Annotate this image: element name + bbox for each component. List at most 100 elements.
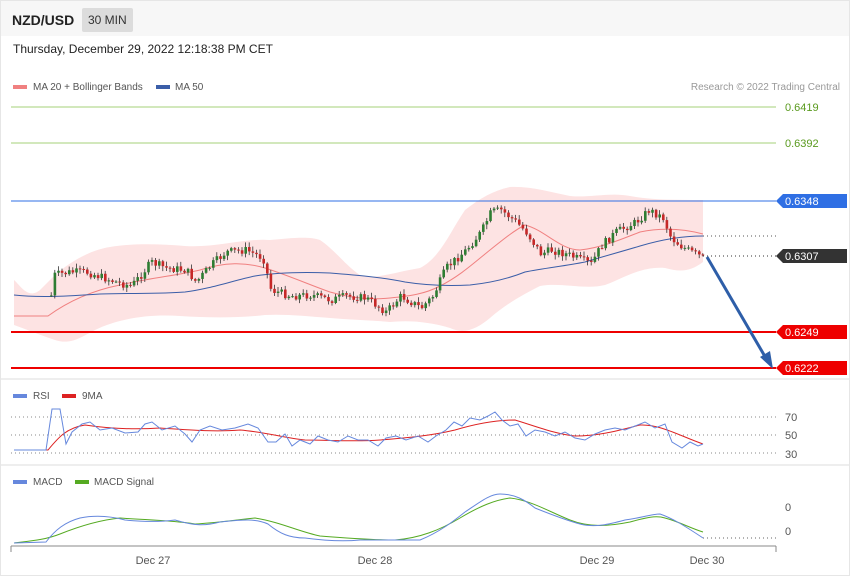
rsi-line — [14, 408, 704, 451]
candle-body — [294, 296, 298, 300]
candle-body — [626, 228, 629, 231]
candle-body — [467, 247, 471, 250]
candle-body — [698, 251, 701, 255]
macd-tick-lower: 0 — [785, 526, 791, 538]
candle-body — [420, 305, 424, 309]
candle-body — [572, 252, 575, 258]
candle-body — [586, 257, 589, 261]
copyright-text: Research © 2022 Trading Central — [691, 82, 840, 93]
candle-body — [471, 246, 474, 248]
candle-body — [57, 270, 60, 273]
candle-body — [172, 268, 175, 272]
candle-body — [662, 214, 665, 221]
candle-body — [190, 268, 193, 280]
candle-body — [215, 256, 219, 261]
symbol-title: NZD/USD — [12, 12, 75, 28]
candle-body — [363, 294, 366, 300]
rsi-panel: RSI 9MA 70 50 30 — [11, 391, 797, 461]
candle-body — [244, 247, 247, 254]
rsi-legend-swatch — [13, 394, 27, 398]
candle-body — [676, 242, 679, 245]
candle-body — [424, 303, 427, 309]
candle-body — [352, 296, 355, 300]
candle-body — [644, 211, 647, 221]
candle-body — [111, 280, 114, 282]
macd-signal-legend-swatch — [75, 480, 89, 484]
candle-body — [615, 228, 618, 233]
candle-body — [658, 214, 661, 218]
candle-body — [654, 209, 658, 218]
ma50-legend-label: MA 50 — [175, 82, 204, 93]
rsi-ma-line — [14, 419, 704, 451]
candle-body — [276, 291, 280, 293]
macd-legend-label: MACD — [33, 477, 62, 488]
candle-body — [341, 293, 345, 295]
candle-body — [608, 238, 611, 243]
candle-body — [212, 260, 215, 268]
candle-body — [701, 254, 705, 256]
header-bar: NZD/USD 30 MIN — [1, 1, 849, 36]
candle-body — [604, 238, 607, 249]
level-labels: 0.6419 0.6392 0.6348 0.6307 0.6249 0.622… — [776, 102, 847, 375]
candle-body — [579, 254, 582, 257]
candle-body — [503, 209, 507, 213]
candle-body — [75, 268, 78, 273]
macd-signal-line — [13, 497, 704, 544]
projection-arrow — [705, 256, 773, 369]
candle-body — [543, 252, 546, 256]
candle-body — [647, 211, 651, 213]
level-label-0-6392: 0.6392 — [785, 138, 819, 150]
candle-body — [122, 282, 125, 288]
candle-body — [197, 278, 201, 281]
candle-body — [564, 253, 568, 257]
rsi-tick-70: 70 — [785, 412, 797, 424]
rsi-ma-legend-label: 9MA — [82, 391, 103, 402]
candle-body — [464, 249, 467, 255]
candle-body — [348, 294, 352, 297]
candle-body — [521, 224, 525, 229]
candle-body — [611, 232, 615, 243]
candle-body — [575, 254, 579, 258]
candle-body — [118, 281, 121, 283]
x-tick-dec-28: Dec 28 — [358, 555, 393, 567]
candle-body — [500, 207, 503, 210]
candle-body — [395, 301, 399, 307]
candle-body — [651, 209, 654, 213]
macd-signal-legend-label: MACD Signal — [94, 477, 154, 488]
candle-body — [428, 298, 431, 304]
candle-body — [550, 247, 553, 252]
candle-body — [147, 261, 150, 273]
candle-body — [528, 234, 532, 240]
candle-body — [384, 310, 388, 314]
candle-body — [150, 260, 154, 262]
level-tag-0-6307 — [776, 249, 847, 263]
level-label-0-6419: 0.6419 — [785, 102, 819, 114]
candle-body — [129, 284, 132, 286]
candle-body — [222, 255, 226, 259]
x-tick-dec-27: Dec 27 — [136, 555, 171, 567]
candle-body — [226, 250, 229, 256]
candle-body — [323, 295, 327, 298]
candle-body — [165, 266, 168, 268]
candle-body — [507, 212, 510, 218]
candle-body — [532, 239, 535, 245]
macd-tick-upper: 0 — [785, 502, 791, 514]
candle-body — [327, 297, 330, 302]
candle-body — [622, 226, 625, 229]
candle-body — [557, 249, 561, 255]
candle-body — [82, 268, 85, 270]
rsi-legend-label: RSI — [33, 391, 50, 402]
candle-body — [161, 261, 165, 267]
candle-body — [593, 256, 597, 262]
candle-body — [183, 270, 186, 273]
candle-body — [186, 268, 190, 273]
candle-body — [381, 307, 384, 314]
candle-body — [334, 296, 337, 303]
candle-body — [669, 228, 672, 237]
candle-body — [53, 272, 57, 296]
candle-body — [60, 270, 64, 273]
candle-body — [93, 275, 96, 278]
timeframe-badge[interactable]: 30 MIN — [82, 8, 133, 32]
candle-body — [590, 260, 593, 262]
